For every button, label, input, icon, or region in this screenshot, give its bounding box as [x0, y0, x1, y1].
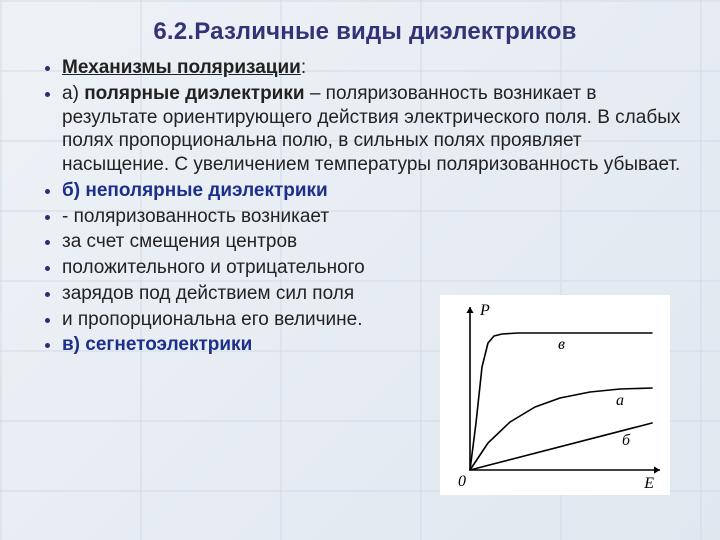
mechanisms-colon: : [301, 57, 306, 78]
bullet-nonpolar-line4: зарядов под действием сил поля [62, 282, 432, 306]
bullet-mechanisms: Механизмы поляризации: [62, 56, 690, 80]
slide: 6.2.Различные виды диэлектриков Механизм… [0, 0, 720, 540]
bullet-nonpolar-line2: за счет смещения центров [62, 230, 432, 254]
ferro-term: сегнетоэлектрики [85, 334, 252, 355]
svg-text:E: E [643, 475, 654, 492]
mechanisms-label: Механизмы поляризации [62, 57, 301, 78]
polarization-chart: в а б P E 0 [440, 295, 670, 495]
svg-text:в: в [558, 336, 565, 353]
nonpolar-term: неполярные диэлектрики [85, 180, 327, 201]
svg-text:а: а [616, 392, 624, 409]
ferro-v-marker: в) [62, 334, 85, 355]
polar-a-marker: а) [62, 83, 84, 104]
bullet-nonpolar-line5: и пропорциональна его величине. [62, 308, 432, 332]
svg-text:б: б [622, 432, 631, 449]
chart-svg: в а б P E 0 [440, 295, 670, 495]
svg-text:0: 0 [458, 473, 466, 490]
nonpolar-b-marker: б) [62, 180, 85, 201]
polar-term: полярные диэлектрики [84, 83, 304, 104]
svg-text:P: P [479, 302, 490, 319]
bullet-nonpolar-head: б) неполярные диэлектрики [62, 179, 690, 203]
slide-title: 6.2.Различные виды диэлектриков [40, 18, 690, 46]
bullet-polar: а) полярные диэлектрики – поляризованнос… [62, 82, 690, 177]
bullet-nonpolar-line1: - поляризованность возникает [62, 205, 432, 229]
bullet-nonpolar-line3: положительного и отрицательного [62, 256, 432, 280]
